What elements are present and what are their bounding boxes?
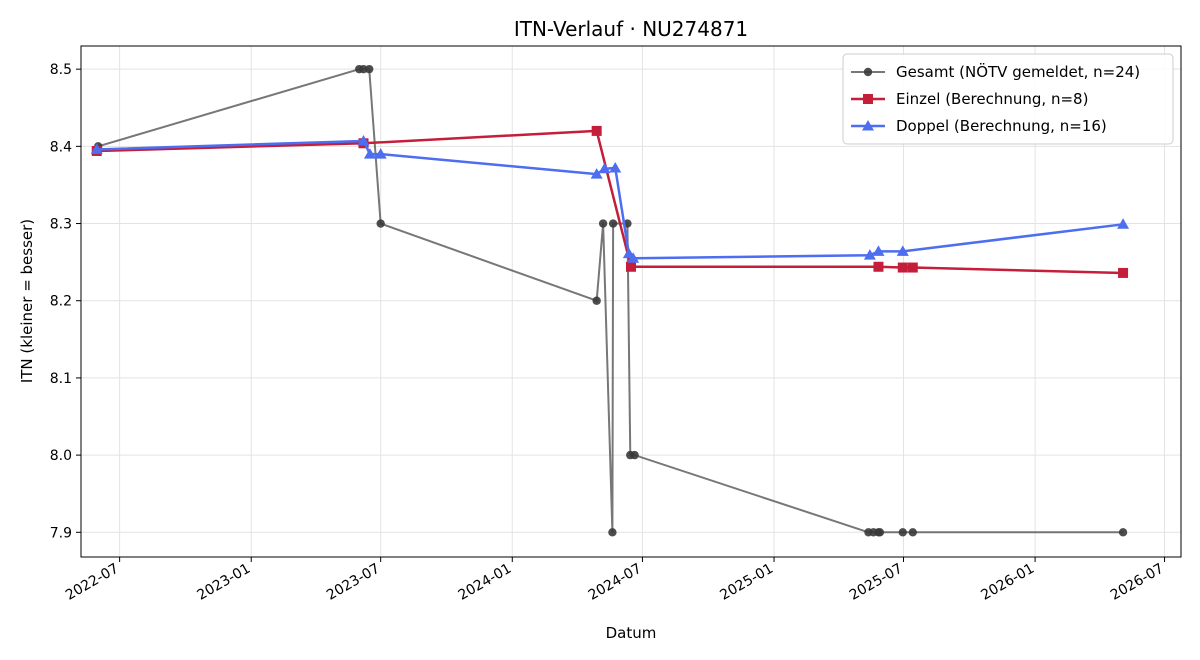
data-point bbox=[374, 148, 387, 159]
data-point bbox=[875, 528, 885, 537]
data-point bbox=[627, 252, 640, 263]
y-tick-label: 7.9 bbox=[50, 525, 72, 541]
y-axis-label: ITN (kleiner = besser) bbox=[18, 219, 36, 383]
series-triangle bbox=[90, 134, 1130, 263]
legend-label: Doppel (Berechnung, n=16) bbox=[896, 117, 1107, 135]
data-point bbox=[598, 219, 608, 228]
data-point bbox=[608, 528, 617, 537]
legend-entry: Gesamt (NÖTV gemeldet, n=24) bbox=[851, 62, 1140, 81]
legend-entries: Gesamt (NÖTV gemeldet, n=24) Einzel (Bere… bbox=[851, 62, 1140, 135]
data-point bbox=[608, 219, 618, 228]
x-axis-label: Datum bbox=[606, 624, 657, 642]
legend-label: Gesamt (NÖTV gemeldet, n=24) bbox=[896, 62, 1140, 81]
data-point bbox=[592, 296, 601, 305]
data-point bbox=[376, 219, 385, 228]
y-tick-label: 8.0 bbox=[50, 448, 72, 464]
series-circle bbox=[93, 64, 1128, 537]
data-point bbox=[590, 168, 603, 179]
data-point bbox=[1118, 528, 1128, 537]
chart-title: ITN-Verlauf · NU274871 bbox=[514, 17, 748, 41]
data-point bbox=[609, 161, 622, 173]
data-point bbox=[898, 528, 907, 537]
data-point bbox=[863, 249, 876, 260]
data-point bbox=[363, 148, 376, 159]
data-point bbox=[872, 245, 885, 256]
data-point bbox=[897, 262, 908, 273]
data-point bbox=[908, 528, 917, 537]
y-tick-label: 8.4 bbox=[50, 139, 72, 155]
y-tick-label: 8.5 bbox=[50, 62, 72, 78]
y-tick-label: 8.2 bbox=[50, 294, 72, 310]
legend-entry: Doppel (Berechnung, n=16) bbox=[851, 117, 1107, 135]
legend: Gesamt (NÖTV gemeldet, n=24) Einzel (Bere… bbox=[842, 53, 1174, 145]
y-tick-label: 8.1 bbox=[50, 371, 72, 387]
data-point bbox=[873, 261, 884, 272]
data-point bbox=[630, 450, 639, 460]
series-layer bbox=[90, 64, 1130, 537]
legend-label: Einzel (Berechnung, n=8) bbox=[896, 90, 1088, 108]
data-point bbox=[1118, 267, 1129, 278]
data-point bbox=[90, 143, 103, 154]
legend-entry: Einzel (Berechnung, n=8) bbox=[851, 90, 1088, 108]
y-ticks: 7.9 8.0 8.1 8.2 8.3 8.4 8.5 bbox=[50, 62, 81, 541]
data-point bbox=[365, 64, 374, 74]
data-point bbox=[357, 134, 370, 146]
y-tick-label: 8.3 bbox=[50, 217, 72, 233]
data-point bbox=[591, 125, 602, 136]
data-point bbox=[1117, 218, 1130, 229]
data-point bbox=[907, 262, 918, 273]
data-point bbox=[598, 162, 611, 174]
data-point bbox=[626, 261, 636, 272]
legend-box bbox=[842, 53, 1174, 145]
legend-marker bbox=[863, 94, 873, 104]
data-point bbox=[896, 245, 909, 256]
legend-marker bbox=[863, 67, 873, 77]
plot-frame bbox=[80, 45, 1182, 558]
legend-marker bbox=[862, 120, 874, 131]
